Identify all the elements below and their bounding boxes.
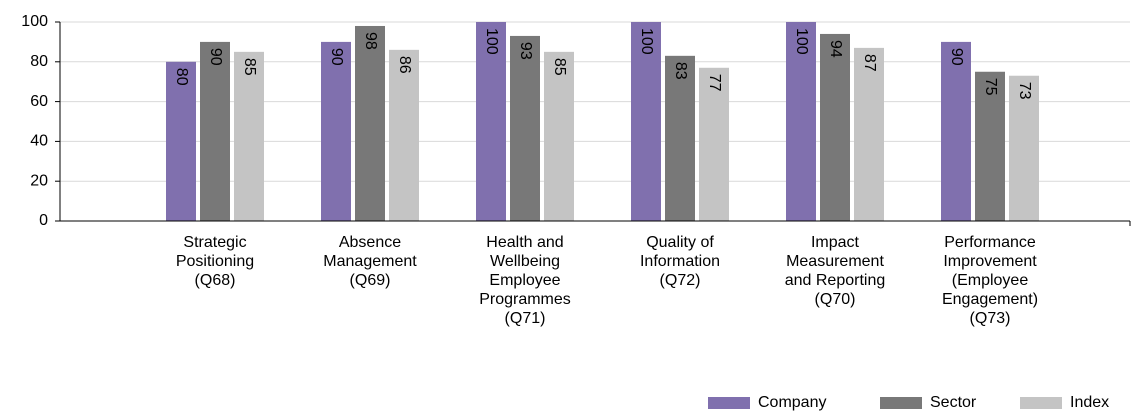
bar — [665, 55, 695, 221]
value-label: 100 — [483, 28, 500, 55]
value-label: 90 — [948, 48, 965, 66]
y-tick-label: 40 — [30, 133, 48, 150]
bar — [699, 67, 729, 222]
bar — [389, 49, 419, 221]
y-tick-label: 80 — [30, 53, 48, 70]
value-label: 93 — [517, 42, 534, 60]
legend-label: Company — [758, 394, 826, 411]
value-label: 75 — [982, 78, 999, 96]
y-tick-label: 0 — [39, 212, 48, 229]
value-label: 94 — [827, 40, 844, 58]
bar — [854, 47, 884, 222]
legend-swatch — [708, 397, 750, 409]
value-label: 87 — [861, 54, 878, 72]
bar — [631, 22, 661, 221]
x-tick-label: Performance Improvement (Employee Engage… — [941, 234, 1039, 327]
bar — [544, 51, 574, 221]
legend-label: Index — [1070, 394, 1109, 411]
value-label: 80 — [173, 68, 190, 86]
value-label: 83 — [672, 62, 689, 80]
value-label: 77 — [706, 74, 723, 92]
y-tick-label: 100 — [21, 13, 48, 30]
legend-label: Sector — [930, 394, 977, 411]
x-tick-label: Quality of Information (Q72) — [639, 234, 721, 289]
value-label: 100 — [638, 28, 655, 55]
bar — [820, 33, 850, 221]
value-label: 98 — [362, 32, 379, 50]
legend-swatch — [880, 397, 922, 409]
legend-swatch — [1020, 397, 1062, 409]
bar — [476, 22, 506, 221]
x-tick-label: Strategic Positioning (Q68) — [175, 234, 255, 289]
value-label: 90 — [207, 48, 224, 66]
x-tick-label: Health and Wellbeing Employee Programmes… — [479, 234, 571, 327]
value-label: 85 — [241, 58, 258, 76]
bar — [941, 41, 971, 222]
bar — [234, 51, 264, 221]
y-tick-label: 20 — [30, 172, 48, 189]
value-label: 86 — [396, 56, 413, 74]
bar — [786, 22, 816, 221]
bar — [166, 61, 196, 221]
bar — [355, 25, 385, 222]
value-label: 90 — [328, 48, 345, 66]
y-tick-label: 60 — [30, 93, 48, 110]
x-tick-label: Absence Management (Q69) — [323, 234, 417, 289]
value-label: 85 — [551, 58, 568, 76]
bar — [321, 41, 351, 222]
bar — [1009, 75, 1039, 221]
value-label: 100 — [793, 28, 810, 55]
bar — [975, 71, 1005, 221]
x-tick-label: Impact Measurement and Reporting (Q70) — [784, 234, 886, 308]
bar — [200, 41, 230, 222]
bar — [510, 35, 540, 222]
value-label: 73 — [1016, 82, 1033, 100]
